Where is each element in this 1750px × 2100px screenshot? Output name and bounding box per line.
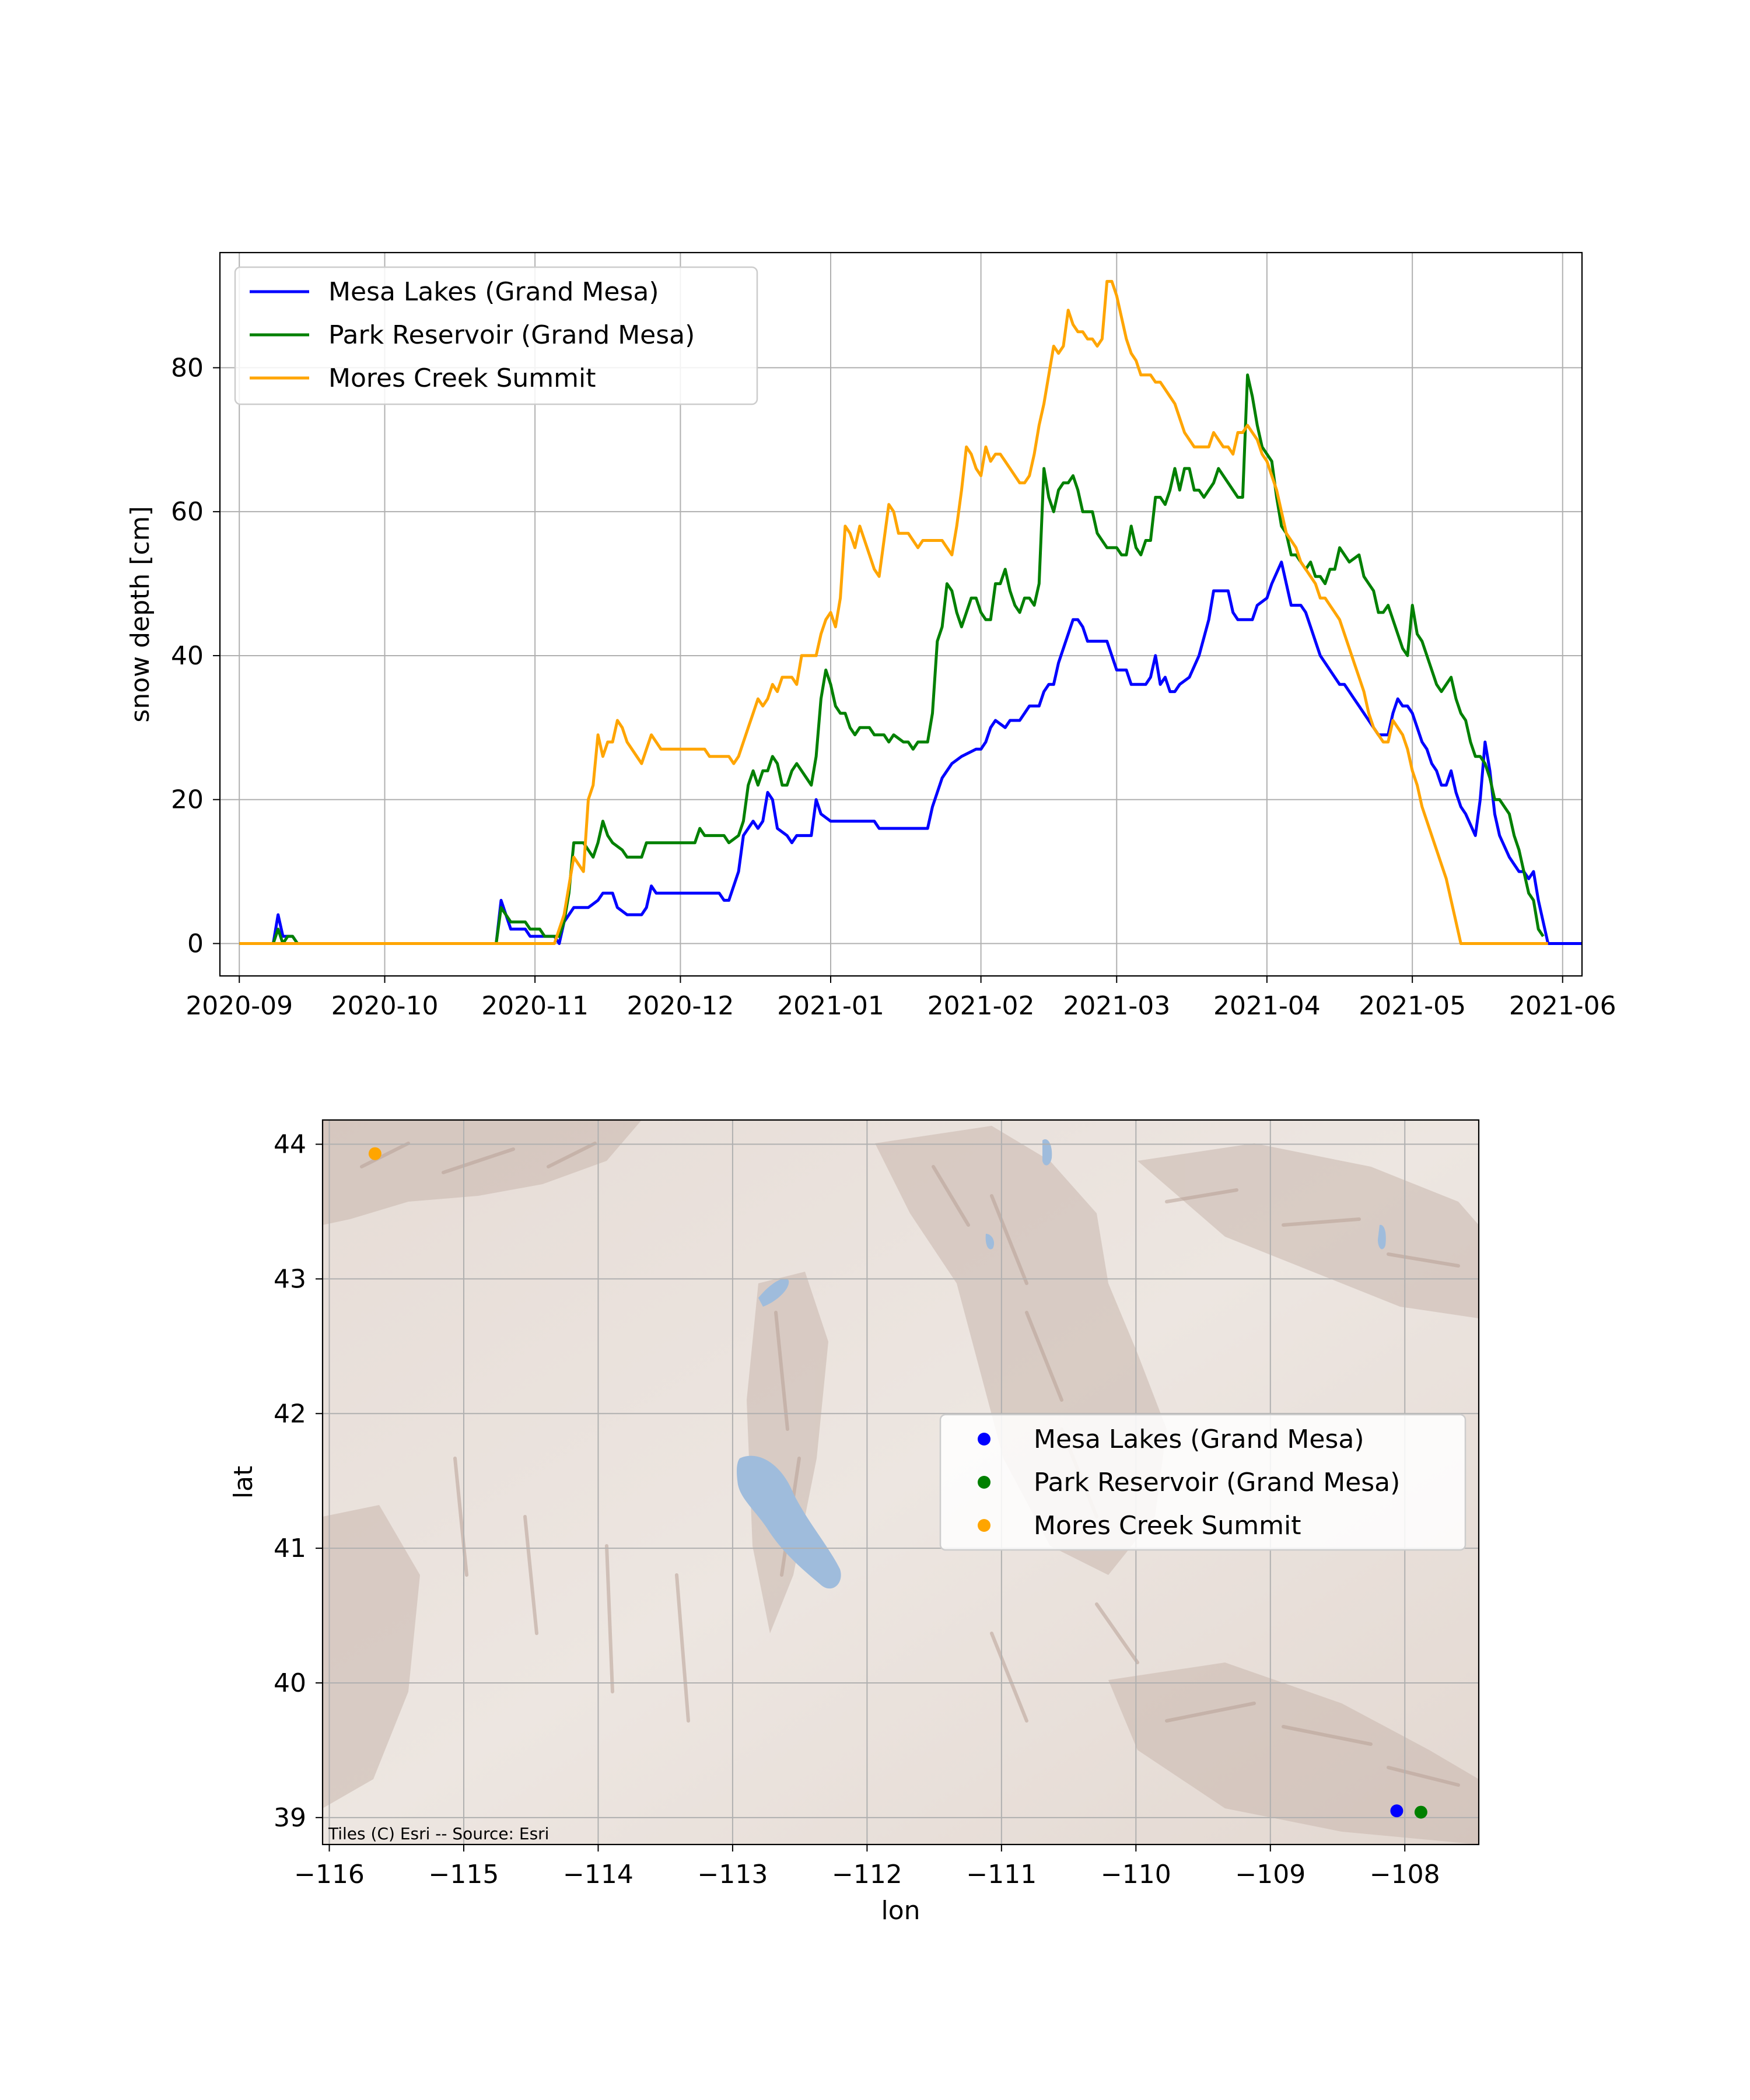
x-tick-label: −109	[1235, 1860, 1306, 1889]
y-tick-label: 60	[171, 497, 204, 527]
x-tick-label: −116	[294, 1860, 365, 1889]
legend-label-1: Park Reservoir (Grand Mesa)	[328, 320, 695, 350]
station-map-chart: −116 −115 −114 −113 −112 −111 −110 −109 −108 39 40…	[229, 1119, 1480, 1926]
x-tick-label: −111	[966, 1860, 1037, 1889]
legend-label-2: Mores Creek Summit	[1034, 1511, 1301, 1541]
y-axis-label: lat	[229, 1466, 258, 1499]
y-axis-label: snow depth [cm]	[125, 506, 155, 722]
jackson-lake	[1042, 1139, 1052, 1166]
series-line-1	[239, 373, 1545, 945]
legend: Mesa Lakes (Grand Mesa) Park Reservoir (G…	[234, 266, 758, 405]
series-line-0	[239, 561, 1582, 945]
y-tick-label: 39	[274, 1803, 306, 1833]
station-point-0	[1390, 1804, 1404, 1818]
y-tick-label: 0	[187, 929, 204, 958]
y-tick-label: 20	[171, 785, 204, 815]
palisades-reservoir	[985, 1234, 995, 1250]
legend-marker-1	[978, 1476, 991, 1489]
x-tick-label: −115	[429, 1860, 499, 1889]
axis-ticks: −116 −115 −114 −113 −112 −111 −110 −109 −108 39 40…	[274, 1130, 1440, 1889]
y-tick-label: 80	[171, 353, 204, 383]
legend-marker-0	[978, 1433, 991, 1446]
y-tick-label: 40	[171, 641, 204, 671]
x-tick-label: −112	[832, 1860, 902, 1889]
x-tick-label: −110	[1101, 1860, 1171, 1889]
station-point-2	[368, 1147, 382, 1160]
snow-depth-chart: 2020-09 2020-10 2020-11 2020-12 2021-01 2021-…	[125, 251, 1616, 1021]
x-tick-label: 2021-04	[1213, 991, 1321, 1021]
y-tick-label: 43	[274, 1264, 306, 1294]
legend-marker-2	[978, 1519, 991, 1532]
station-points	[368, 1147, 1427, 1819]
x-tick-label: 2021-06	[1509, 991, 1616, 1021]
map-attribution: Tiles (C) Esri -- Source: Esri	[328, 1824, 549, 1843]
legend: Mesa Lakes (Grand Mesa) Park Reservoir (G…	[939, 1413, 1466, 1551]
y-tick-label: 40	[274, 1668, 306, 1698]
x-tick-label: 2021-03	[1063, 991, 1170, 1021]
y-tick-label: 41	[274, 1534, 306, 1563]
x-tick-label: 2020-12	[626, 991, 734, 1021]
plot-frame	[219, 251, 1583, 977]
legend-label-2: Mores Creek Summit	[328, 363, 596, 393]
great-salt-lake	[737, 1455, 841, 1589]
legend-label-0: Mesa Lakes (Grand Mesa)	[1034, 1424, 1364, 1454]
legend-label-0: Mesa Lakes (Grand Mesa)	[328, 277, 659, 307]
x-tick-label: 2021-05	[1359, 991, 1466, 1021]
x-tick-label: −108	[1370, 1860, 1440, 1889]
map-frame	[321, 1119, 1480, 1846]
series-line-2	[239, 279, 1548, 945]
boysen-reservoir	[1378, 1224, 1386, 1250]
x-tick-label: 2020-09	[186, 991, 293, 1021]
x-tick-label: 2021-01	[777, 991, 884, 1021]
legend-box	[939, 1413, 1466, 1551]
y-tick-label: 42	[274, 1399, 306, 1429]
y-tick-label: 44	[274, 1130, 306, 1160]
station-point-1	[1414, 1805, 1427, 1819]
axis-ticks: 2020-09 2020-10 2020-11 2020-12 2021-01 2021-…	[171, 353, 1616, 1021]
terrain-ridges	[360, 1142, 1460, 1787]
x-axis-label: lon	[881, 1896, 920, 1926]
x-tick-label: −113	[697, 1860, 768, 1889]
legend-box	[234, 266, 758, 405]
american-falls-reservoir	[758, 1278, 789, 1307]
x-tick-label: −114	[563, 1860, 634, 1889]
x-tick-label: 2020-10	[331, 991, 439, 1021]
lakes	[737, 1139, 1386, 1589]
x-tick-label: 2021-02	[928, 991, 1035, 1021]
legend-label-1: Park Reservoir (Grand Mesa)	[1034, 1468, 1400, 1497]
series-lines	[239, 279, 1582, 945]
x-tick-label: 2020-11	[481, 991, 589, 1021]
